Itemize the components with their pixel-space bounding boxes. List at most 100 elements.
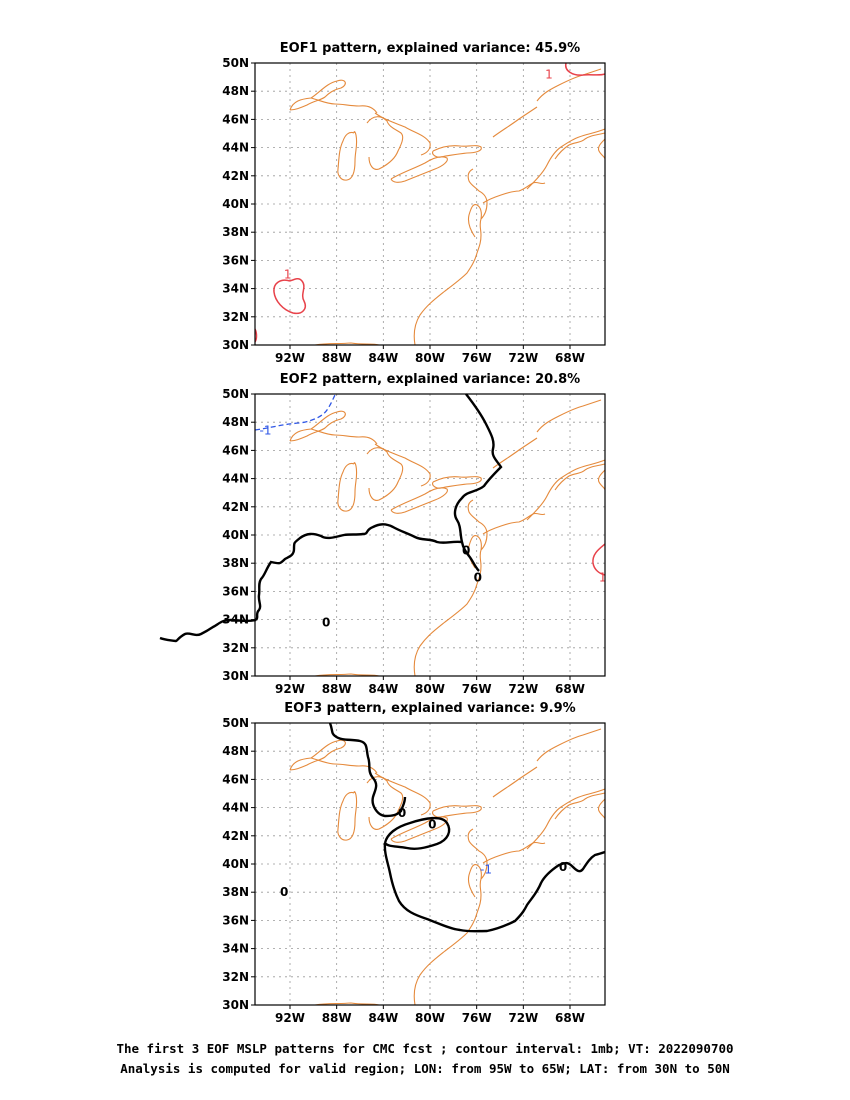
y-tick-label: 50N	[222, 716, 249, 730]
new-england-coast	[482, 841, 546, 864]
y-tick-label: 34N	[222, 282, 249, 296]
y-tick-label: 48N	[222, 84, 249, 98]
lake-huron-shore	[374, 772, 431, 816]
y-tick-label: 42N	[222, 169, 249, 183]
contour-label-zero: 0	[428, 818, 436, 832]
contour-positive-1-arkansas	[273, 277, 306, 315]
contour-zero-south	[255, 523, 463, 621]
contour-label-positive: 1	[284, 268, 292, 282]
contour-label-zero: 0	[398, 806, 406, 820]
figure-caption-line-2: Analysis is computed for valid region; L…	[120, 1061, 730, 1076]
maine-coast	[536, 68, 602, 102]
y-tick-label: 50N	[222, 387, 249, 401]
x-tick-label: 92W	[275, 351, 305, 365]
lake-michigan-shore	[337, 791, 358, 841]
contour-positive-1-northeast	[564, 62, 606, 76]
gulf-coast	[314, 673, 380, 677]
gulf-st-lawrence-north-shore	[554, 792, 606, 820]
x-tick-label: 68W	[555, 682, 585, 696]
lake-superior-south-shore	[310, 428, 378, 445]
atlantic-coast	[413, 204, 482, 346]
contour-label-negative: -1	[260, 424, 272, 438]
lake-michigan-shore	[337, 131, 358, 181]
lake-huron-shore	[374, 112, 431, 156]
y-tick-label: 38N	[222, 556, 249, 570]
lake-superior-south-shore	[310, 757, 378, 774]
y-tick-label: 36N	[222, 913, 249, 927]
contour-label-zero: 0	[280, 885, 288, 899]
panel-title: EOF1 pattern, explained variance: 45.9%	[280, 41, 580, 56]
lake-erie-shore	[390, 487, 448, 514]
x-tick-label: 76W	[462, 351, 492, 365]
chesapeake-delmarva-shore	[467, 168, 488, 220]
x-tick-label: 88W	[322, 682, 352, 696]
y-tick-label: 44N	[222, 801, 249, 815]
new-england-coast	[482, 181, 546, 204]
chesapeake-delmarva-shore	[467, 499, 488, 551]
x-tick-label: 72W	[508, 351, 538, 365]
y-tick-label: 40N	[222, 857, 249, 871]
y-tick-label: 36N	[222, 584, 249, 598]
eof3-panel: EOF3 pattern, explained variance: 9.9% 0…	[222, 701, 606, 1025]
maine-coast	[536, 728, 602, 762]
new-england-northeast-coast	[526, 788, 606, 850]
y-tick-label: 30N	[222, 338, 249, 352]
x-tick-label: 72W	[508, 682, 538, 696]
x-tick-label: 76W	[462, 682, 492, 696]
panel-title: EOF2 pattern, explained variance: 20.8%	[280, 372, 580, 387]
figure-caption-line-1: The first 3 EOF MSLP patterns for CMC fc…	[116, 1041, 734, 1056]
y-tick-label: 34N	[222, 942, 249, 956]
lake-erie-shore	[390, 816, 448, 843]
lake-ontario-shore	[432, 476, 482, 489]
y-tick-label: 38N	[222, 885, 249, 899]
contour-label-zero: 0	[474, 570, 482, 584]
lake-ontario-shore	[432, 145, 482, 158]
lake-superior-south-shore	[310, 97, 378, 114]
y-tick-label: 30N	[222, 998, 249, 1012]
nova-scotia-shore	[597, 798, 606, 820]
michigan-peninsula-shore	[366, 116, 404, 170]
contour-label-zero: 0	[559, 860, 567, 874]
eof2-panel: EOF2 pattern, explained variance: 20.8% …	[159, 372, 607, 696]
y-tick-label: 50N	[222, 56, 249, 70]
x-tick-label: 92W	[275, 682, 305, 696]
x-tick-label: 88W	[322, 1011, 352, 1025]
michigan-peninsula-shore	[366, 776, 404, 830]
gulf-st-lawrence-north-shore	[554, 132, 606, 160]
contour-zero-west	[159, 618, 257, 643]
contour-label-negative: -1	[480, 863, 492, 877]
x-tick-label: 68W	[555, 1011, 585, 1025]
y-tick-label: 46N	[222, 443, 249, 457]
new-england-northeast-coast	[526, 128, 606, 190]
lake-michigan-shore	[337, 462, 358, 512]
y-tick-label: 42N	[222, 500, 249, 514]
new-england-inner-coast	[492, 106, 538, 138]
contour-zero-main	[383, 842, 606, 933]
x-tick-label: 76W	[462, 1011, 492, 1025]
y-tick-label: 38N	[222, 225, 249, 239]
y-tick-label: 32N	[222, 970, 249, 984]
y-tick-label: 34N	[222, 613, 249, 627]
contour-zero-ring	[383, 816, 451, 850]
gulf-st-lawrence-north-shore	[554, 463, 606, 491]
nova-scotia-shore	[597, 469, 606, 491]
y-tick-label: 40N	[222, 197, 249, 211]
x-tick-label: 80W	[415, 682, 445, 696]
y-tick-label: 44N	[222, 141, 249, 155]
x-tick-label: 80W	[415, 351, 445, 365]
gulf-coast	[314, 342, 380, 346]
contour-label-positive: 1	[599, 570, 607, 584]
y-tick-label: 42N	[222, 829, 249, 843]
x-tick-label: 84W	[368, 1011, 398, 1025]
y-tick-label: 32N	[222, 641, 249, 655]
new-england-northeast-coast	[526, 459, 606, 521]
contour-positive-1-atlantic	[592, 543, 606, 576]
x-tick-label: 80W	[415, 1011, 445, 1025]
x-tick-label: 84W	[368, 351, 398, 365]
x-tick-label: 84W	[368, 682, 398, 696]
x-tick-label: 68W	[555, 351, 585, 365]
chesapeake-delmarva-shore	[467, 828, 488, 880]
contour-label-positive: 1	[545, 67, 553, 81]
y-tick-label: 46N	[222, 772, 249, 786]
